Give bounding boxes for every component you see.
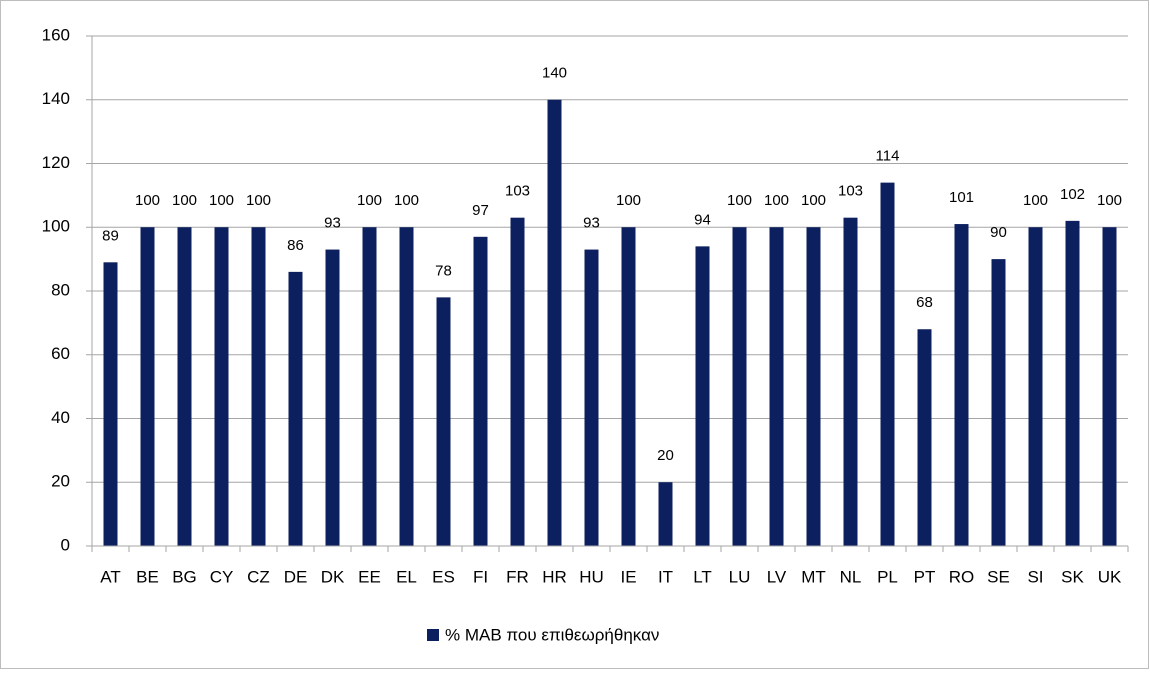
data-label: 100 bbox=[209, 192, 234, 209]
data-label: 103 bbox=[505, 183, 530, 200]
bar bbox=[1102, 227, 1117, 546]
data-label: 100 bbox=[1023, 192, 1048, 209]
x-tick-label: ES bbox=[432, 567, 455, 586]
x-tick-label: IT bbox=[658, 567, 673, 586]
data-label: 101 bbox=[949, 189, 974, 206]
bar bbox=[621, 227, 636, 546]
y-tick-label: 60 bbox=[51, 344, 70, 363]
bar bbox=[695, 246, 710, 546]
data-label: 93 bbox=[324, 215, 341, 232]
bar bbox=[584, 249, 599, 546]
x-tick-label: SK bbox=[1061, 567, 1084, 586]
bar bbox=[991, 259, 1006, 546]
x-tick-label: FI bbox=[473, 567, 488, 586]
bar bbox=[769, 227, 784, 546]
data-label: 100 bbox=[1097, 192, 1122, 209]
bar bbox=[658, 482, 673, 546]
x-tick-label: LU bbox=[729, 567, 751, 586]
x-tick-label: PT bbox=[914, 567, 936, 586]
data-label: 90 bbox=[990, 224, 1007, 241]
bar bbox=[843, 217, 858, 546]
x-tick-label: BE bbox=[136, 567, 159, 586]
data-label: 114 bbox=[876, 148, 900, 165]
data-label: 86 bbox=[287, 237, 304, 254]
legend-label: % MAB που επιθεωρήθηκαν bbox=[445, 625, 659, 644]
x-tick-label: LV bbox=[767, 567, 787, 586]
data-label: 78 bbox=[435, 262, 452, 279]
x-tick-label: HU bbox=[579, 567, 604, 586]
bar bbox=[547, 99, 562, 546]
data-label: 100 bbox=[246, 192, 271, 209]
bar bbox=[1028, 227, 1043, 546]
bar bbox=[436, 297, 451, 546]
y-tick-label: 120 bbox=[42, 153, 70, 172]
bar bbox=[288, 271, 303, 546]
x-tick-label: SI bbox=[1027, 567, 1043, 586]
bar bbox=[214, 227, 229, 546]
x-tick-label: NL bbox=[840, 567, 862, 586]
x-tick-label: LT bbox=[693, 567, 712, 586]
x-tick-label: RO bbox=[949, 567, 975, 586]
data-label: 100 bbox=[801, 192, 826, 209]
data-label: 100 bbox=[357, 192, 382, 209]
data-label: 100 bbox=[135, 192, 160, 209]
bar bbox=[251, 227, 266, 546]
x-tick-label: PL bbox=[877, 567, 898, 586]
y-tick-label: 160 bbox=[42, 25, 70, 44]
bar bbox=[510, 217, 525, 546]
x-tick-label: UK bbox=[1098, 567, 1122, 586]
bar bbox=[103, 262, 118, 546]
data-label: 97 bbox=[472, 202, 489, 219]
bar bbox=[917, 329, 932, 546]
legend-swatch bbox=[427, 629, 439, 641]
data-label: 102 bbox=[1060, 186, 1085, 203]
x-tick-label: DE bbox=[284, 567, 308, 586]
bar bbox=[732, 227, 747, 546]
bar bbox=[954, 224, 969, 546]
data-label: 20 bbox=[657, 447, 674, 464]
bar bbox=[880, 182, 895, 546]
y-tick-label: 20 bbox=[51, 472, 70, 491]
data-label: 93 bbox=[583, 215, 600, 232]
bar bbox=[399, 227, 414, 546]
y-tick-label: 0 bbox=[61, 535, 70, 554]
y-tick-label: 40 bbox=[51, 408, 70, 427]
data-label: 100 bbox=[764, 192, 789, 209]
data-label: 94 bbox=[694, 211, 711, 228]
data-label: 100 bbox=[172, 192, 197, 209]
x-tick-label: CY bbox=[210, 567, 234, 586]
bar bbox=[325, 249, 340, 546]
data-label: 100 bbox=[616, 192, 641, 209]
x-tick-label: SE bbox=[987, 567, 1010, 586]
data-label: 89 bbox=[102, 227, 119, 244]
y-tick-label: 100 bbox=[42, 217, 70, 236]
bar bbox=[1065, 220, 1080, 546]
x-tick-label: IE bbox=[620, 567, 636, 586]
x-tick-label: EE bbox=[358, 567, 381, 586]
x-tick-label: CZ bbox=[247, 567, 270, 586]
x-tick-label: AT bbox=[100, 567, 120, 586]
y-tick-label: 80 bbox=[51, 280, 70, 299]
data-label: 140 bbox=[542, 65, 567, 82]
bar bbox=[362, 227, 377, 546]
bar bbox=[806, 227, 821, 546]
x-tick-label: HR bbox=[542, 567, 567, 586]
x-tick-label: MT bbox=[801, 567, 826, 586]
bar bbox=[177, 227, 192, 546]
x-tick-label: BG bbox=[172, 567, 197, 586]
y-tick-label: 140 bbox=[42, 89, 70, 108]
data-label: 103 bbox=[838, 183, 863, 200]
bar bbox=[473, 236, 488, 546]
bar bbox=[140, 227, 155, 546]
x-tick-label: FR bbox=[506, 567, 529, 586]
x-tick-label: EL bbox=[396, 567, 417, 586]
x-tick-label: DK bbox=[321, 567, 345, 586]
data-label: 100 bbox=[727, 192, 752, 209]
data-label: 100 bbox=[394, 192, 419, 209]
data-label: 68 bbox=[916, 294, 933, 311]
